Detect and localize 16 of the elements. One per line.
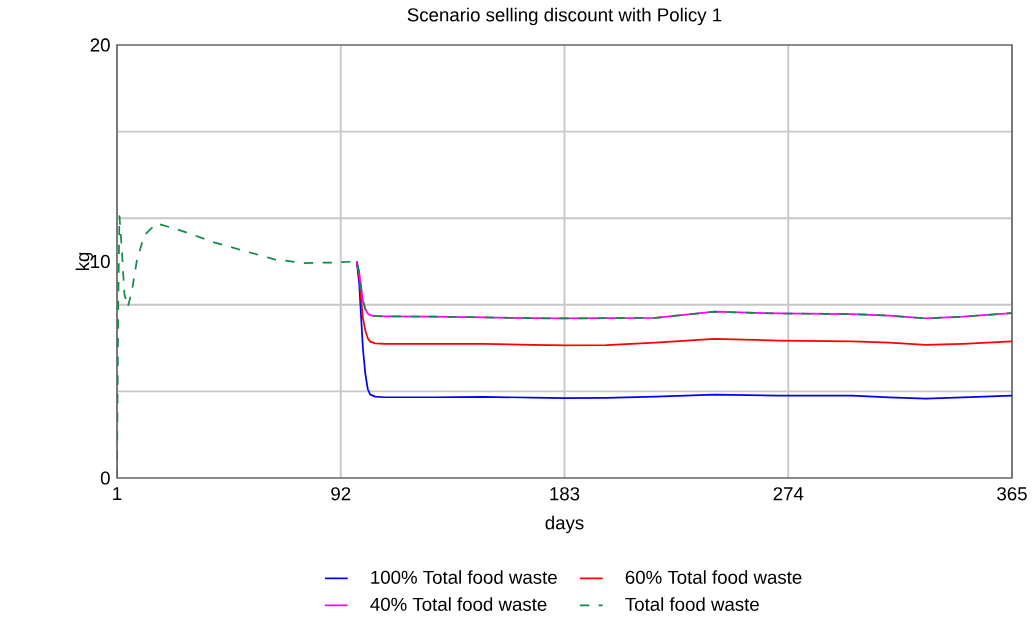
y-tick-label: 10 [91, 254, 110, 269]
chart-title: Scenario selling discount with Policy 1 [407, 7, 722, 26]
x-tick-label: 183 [550, 487, 580, 501]
y-tick-label: 20 [90, 38, 110, 52]
x-axis-title: days [545, 515, 584, 534]
y-axis-title: kg [75, 252, 94, 271]
line-series [117, 215, 1013, 478]
x-tick-label: 92 [331, 487, 351, 501]
x-tick-label: 1 [113, 487, 122, 500]
y-tick-label: 0 [100, 471, 110, 485]
x-tick-label: 274 [773, 487, 804, 501]
legend-label: 100% Total food waste [371, 570, 557, 584]
legend-label: 40% Total food waste [370, 597, 547, 611]
legend-label: 60% Total food waste [625, 570, 802, 584]
legend-label: Total food waste [625, 597, 759, 611]
x-tick-label: 365 [997, 487, 1027, 501]
